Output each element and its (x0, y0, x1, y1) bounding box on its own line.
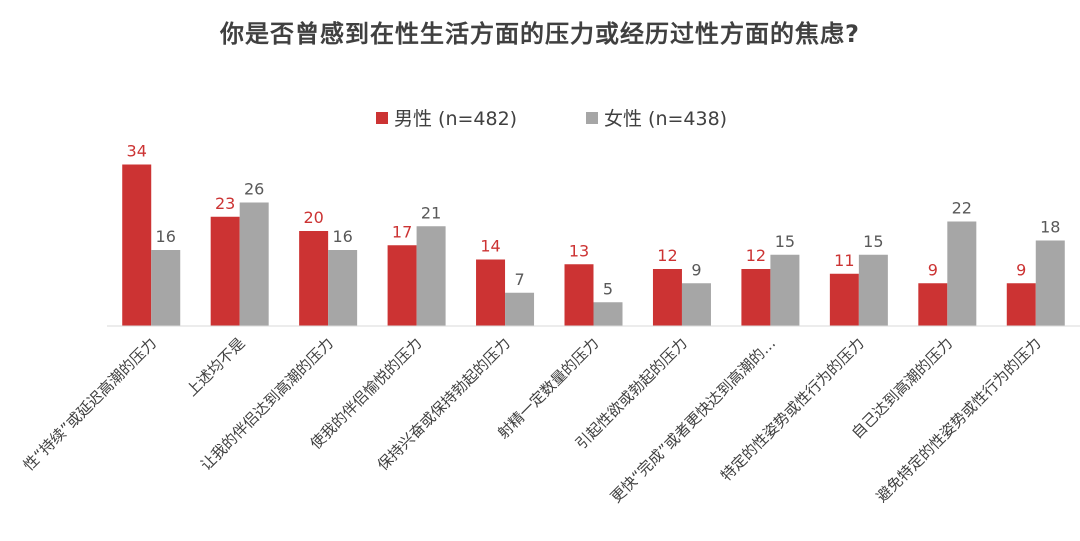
data-label-s1-c0: 16 (156, 227, 176, 246)
bar-s0-c8 (829, 273, 859, 326)
bar-s1-c6 (681, 283, 711, 326)
category-label-8: 特定的性姿势或性行为的压力 (717, 334, 868, 485)
data-label-s0-c6: 12 (657, 246, 677, 265)
category-label-0: 性“持续”或延迟高潮的压力 (20, 334, 160, 474)
data-label-s1-c7: 15 (775, 232, 795, 251)
bar-s1-c9 (947, 221, 977, 326)
bar-s1-c0 (151, 250, 181, 326)
bar-s1-c5 (593, 302, 623, 326)
legend-swatch-0 (376, 112, 388, 124)
bar-s0-c1 (210, 216, 240, 326)
bar-s0-c4 (476, 259, 506, 326)
data-label-s1-c5: 5 (603, 279, 613, 298)
legend-label-0: 男性 (n=482) (394, 108, 517, 130)
data-label-s0-c4: 14 (480, 237, 500, 256)
data-label-s1-c9: 22 (952, 199, 972, 218)
legend-label-1: 女性 (n=438) (604, 108, 727, 130)
bar-s0-c9 (918, 283, 948, 326)
data-label-s1-c8: 15 (863, 232, 883, 251)
data-label-s1-c3: 21 (421, 203, 441, 222)
bar-s1-c3 (416, 226, 446, 326)
data-label-s0-c5: 13 (569, 241, 589, 260)
data-label-s1-c4: 7 (514, 270, 524, 289)
data-label-s0-c8: 11 (834, 251, 854, 270)
data-label-s1-c10: 18 (1040, 218, 1060, 237)
bar-s0-c6 (652, 269, 682, 326)
category-label-7: 更快“完成”或者更快达到高潮的… (607, 334, 779, 506)
bar-s1-c10 (1035, 240, 1065, 326)
bar-s0-c0 (122, 164, 152, 326)
data-label-s1-c2: 16 (332, 227, 352, 246)
bar-s0-c2 (299, 231, 329, 326)
chart-title: 你是否曾感到在性生活方面的压力或经历过性方面的焦虑? (220, 20, 860, 48)
data-label-s1-c6: 9 (691, 260, 701, 279)
bar-s0-c7 (741, 269, 771, 326)
bar-s1-c1 (239, 202, 269, 326)
category-label-1: 上述均不是 (183, 334, 249, 400)
bar-s0-c5 (564, 264, 594, 326)
data-label-s0-c10: 9 (1016, 260, 1026, 279)
data-label-s0-c7: 12 (746, 246, 766, 265)
data-label-s0-c1: 23 (215, 194, 235, 213)
data-label-s0-c9: 9 (928, 260, 938, 279)
bar-s1-c4 (505, 292, 535, 326)
bar-s1-c2 (328, 250, 358, 326)
bar-s1-c8 (858, 254, 888, 326)
data-label-s0-c2: 20 (303, 208, 323, 227)
bar-s0-c3 (387, 245, 417, 326)
category-label-10: 避免特定的性姿势或性行为的压力 (873, 334, 1045, 506)
bar-s0-c10 (1006, 283, 1036, 326)
bar-s1-c7 (770, 254, 800, 326)
legend-swatch-1 (586, 112, 598, 124)
data-label-s0-c3: 17 (392, 222, 412, 241)
data-label-s1-c1: 26 (244, 180, 264, 199)
data-label-s0-c0: 34 (127, 142, 147, 161)
